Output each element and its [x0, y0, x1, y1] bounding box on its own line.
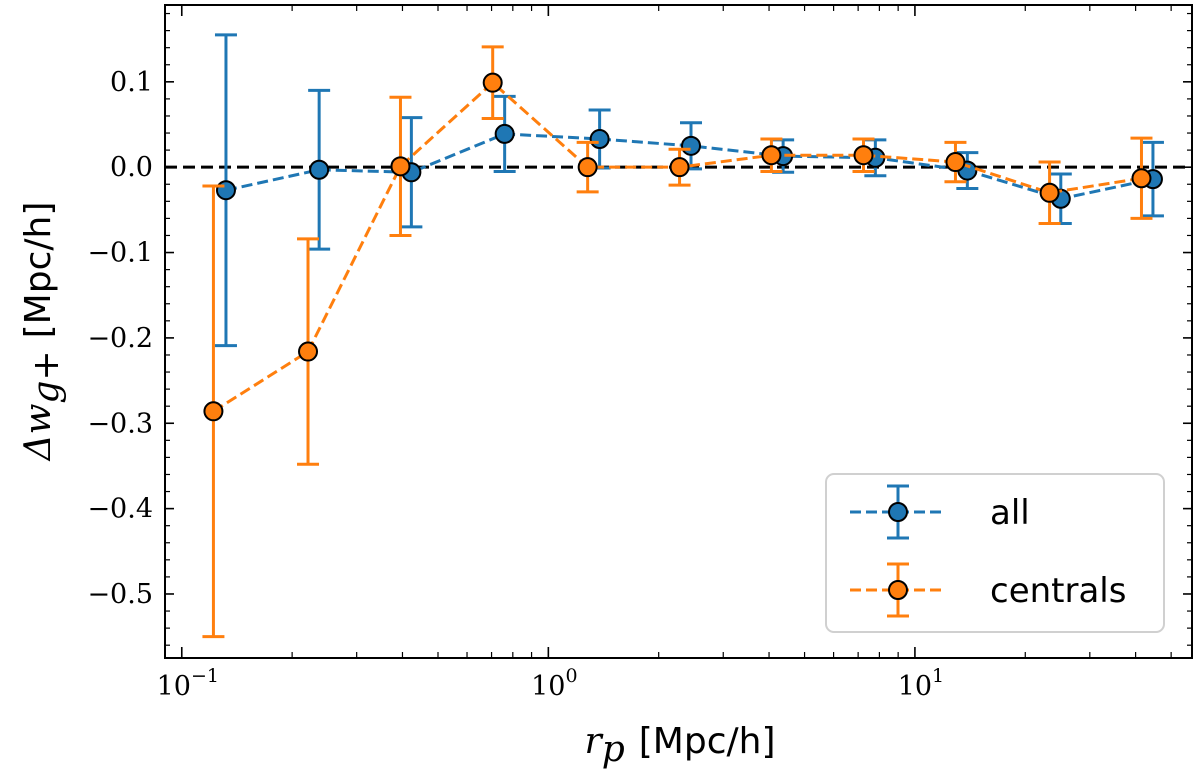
data-point-all [589, 129, 610, 150]
data-point-centrals [853, 145, 874, 166]
legend-item-all: all [850, 484, 1030, 540]
data-point-centrals [298, 341, 319, 362]
legend-label-all: all [990, 493, 1030, 533]
legend-label-centrals: centrals [990, 571, 1126, 611]
data-point-centrals [577, 157, 598, 178]
legend-marker-all [888, 502, 908, 522]
series-line-all [225, 132, 1154, 201]
data-point-all [681, 135, 702, 156]
data-point-centrals [761, 145, 782, 166]
y-axis-label: Δwg+[Mpc/h] [18, 202, 67, 463]
x-tick-label: 10−1 [157, 665, 219, 702]
series-centrals [202, 45, 1153, 639]
x-tick-label: 101 [898, 665, 944, 702]
legend: all centrals [825, 473, 1165, 633]
y-tick-label: −0.5 [87, 579, 153, 610]
series-line-centrals [212, 80, 1142, 413]
y-tick-label: 0.1 [110, 67, 153, 98]
ticks-group: 0.1 0.0 −0.1 −0.2 −0.3 −0.4 −0.5 10−1 100 101 [87, 5, 1192, 702]
series-all [214, 33, 1164, 348]
plot-frame [164, 4, 1193, 659]
data-point-centrals [390, 156, 411, 177]
data-point-centrals [482, 72, 503, 93]
y-tick-label: −0.1 [87, 238, 153, 269]
data-point-centrals [669, 157, 690, 178]
y-tick-label: −0.4 [87, 494, 153, 525]
y-tick-label: −0.2 [87, 323, 153, 354]
data-point-all [309, 159, 330, 180]
legend-box [825, 473, 1165, 633]
legend-items: all centrals [850, 484, 1126, 618]
y-tick-label: −0.3 [87, 408, 153, 439]
data-point-centrals [1039, 182, 1060, 203]
legend-item-centrals: centrals [850, 562, 1126, 618]
data-point-centrals [945, 152, 966, 173]
x-axis-label: rp [Mpc/h] [584, 721, 775, 770]
data-point-centrals [1131, 168, 1152, 189]
legend-marker-centrals [888, 580, 908, 600]
data-point-centrals [203, 401, 224, 422]
y-tick-label: 0.0 [110, 152, 153, 183]
series-group [202, 33, 1164, 639]
data-point-all [494, 123, 515, 144]
x-tick-label: 100 [531, 665, 577, 702]
data-point-all [215, 180, 236, 201]
